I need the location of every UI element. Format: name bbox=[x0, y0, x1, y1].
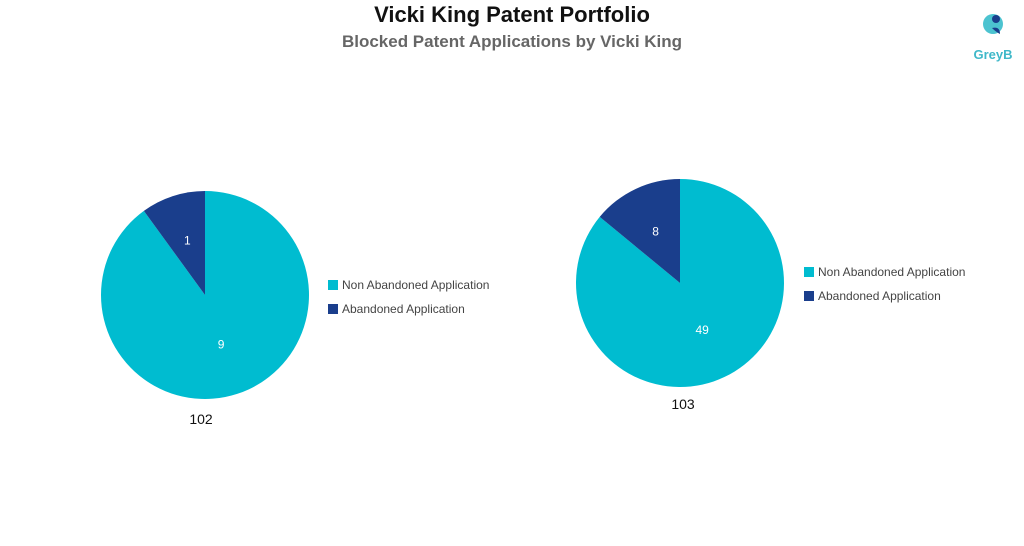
data-label: 8 bbox=[652, 224, 659, 238]
pie-slice[interactable] bbox=[576, 179, 784, 387]
chart-subtitle: Blocked Patent Applications by Vicki Kin… bbox=[341, 32, 683, 51]
legend-swatch bbox=[804, 291, 814, 301]
legend-label: Non Abandoned Application bbox=[818, 265, 966, 279]
legend-swatch bbox=[328, 304, 338, 314]
chart-title: Vicki King Patent Portfolio bbox=[374, 2, 650, 27]
pie-title: 102 bbox=[189, 411, 213, 427]
data-label: 1 bbox=[184, 234, 191, 248]
greyb-logo: GreyB bbox=[968, 10, 1018, 62]
legend-item[interactable]: Abandoned Application bbox=[328, 302, 465, 316]
pie-slice[interactable] bbox=[599, 179, 680, 283]
pie-title: 103 bbox=[671, 396, 695, 412]
logo-text: GreyB bbox=[973, 47, 1013, 62]
data-label: 49 bbox=[696, 323, 710, 337]
logo-icon bbox=[983, 14, 1003, 34]
pie-slice[interactable] bbox=[143, 191, 205, 295]
legend-item[interactable]: Non Abandoned Application bbox=[328, 278, 489, 292]
legend-item[interactable]: Non Abandoned Application bbox=[804, 265, 965, 279]
data-label: 9 bbox=[218, 337, 225, 351]
legend-swatch bbox=[804, 267, 814, 277]
legend-item[interactable]: Abandoned Application bbox=[804, 289, 941, 303]
legend-label: Non Abandoned Application bbox=[342, 278, 490, 292]
legend-label: Abandoned Application bbox=[818, 289, 941, 303]
legend-swatch bbox=[328, 280, 338, 290]
legend-label: Abandoned Application bbox=[342, 302, 465, 316]
